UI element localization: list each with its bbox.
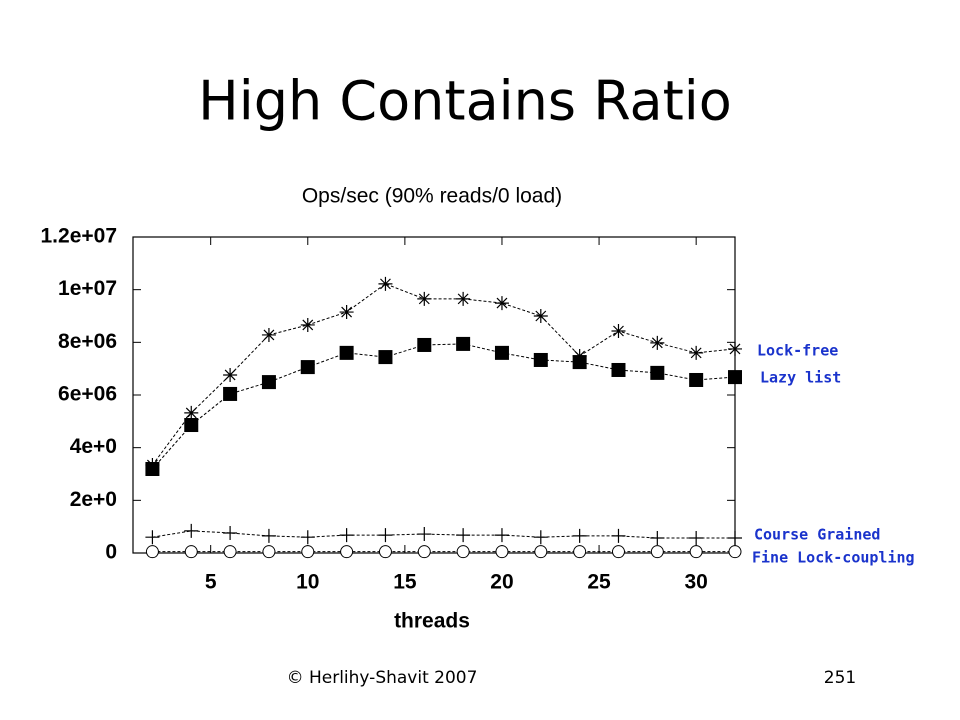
marker	[533, 530, 548, 545]
marker	[728, 370, 742, 385]
x-tick-label: 25	[587, 571, 611, 594]
marker	[650, 365, 665, 380]
marker	[456, 291, 471, 306]
marker	[456, 545, 470, 559]
x-tick-label: 30	[684, 571, 707, 594]
page-number: 251	[824, 668, 856, 688]
marker	[300, 317, 315, 332]
marker	[573, 545, 587, 559]
marker	[572, 528, 587, 543]
marker	[339, 305, 354, 320]
marker	[689, 530, 704, 545]
marker	[184, 405, 199, 420]
x-tick-label: 20	[490, 571, 513, 594]
series-line	[152, 343, 736, 470]
legend-entry: Lazy list	[760, 369, 841, 387]
marker	[689, 372, 704, 387]
marker	[728, 341, 742, 356]
marker	[184, 418, 199, 433]
marker	[494, 528, 509, 543]
y-tick-label: 6e+06	[58, 383, 117, 406]
marker	[494, 345, 509, 360]
legend: Lock-free Lazy list Course Grained Fine Loc…	[752, 342, 915, 567]
marker	[223, 367, 238, 382]
legend-entry: Fine Lock-coupling	[752, 549, 915, 567]
marker	[650, 530, 665, 545]
marker	[611, 324, 626, 339]
marker	[261, 528, 276, 543]
marker	[223, 545, 237, 559]
marker	[650, 545, 664, 559]
marker	[339, 528, 354, 543]
marker	[533, 352, 548, 367]
legend-entry: Lock-free	[757, 342, 838, 360]
marker	[650, 335, 665, 350]
marker	[611, 528, 626, 543]
series-line	[152, 283, 736, 466]
marker	[340, 545, 354, 559]
marker	[378, 528, 393, 543]
series-line	[152, 530, 735, 539]
marker	[339, 345, 354, 360]
marker	[145, 461, 160, 476]
y-tick-label: 1e+07	[58, 277, 117, 300]
footer-copyright: © Herlihy-Shavit 2007	[287, 668, 478, 688]
marker	[417, 291, 432, 306]
marker	[534, 545, 548, 559]
marker	[184, 523, 199, 538]
x-tick-label: 10	[296, 571, 319, 594]
legend-entry: Course Grained	[754, 526, 880, 544]
marker	[689, 345, 704, 360]
marker	[572, 355, 587, 370]
marker	[378, 545, 392, 559]
marker	[417, 337, 432, 352]
marker	[223, 386, 238, 401]
marker	[145, 545, 159, 559]
marker	[456, 528, 471, 543]
marker	[223, 525, 238, 540]
marker	[301, 545, 315, 559]
marker	[378, 276, 393, 291]
y-tick-label: 1.2e+07	[41, 225, 118, 248]
marker	[262, 545, 276, 559]
marker	[300, 530, 315, 545]
marker	[611, 362, 626, 377]
marker	[689, 545, 703, 559]
marker	[417, 527, 432, 542]
marker	[533, 309, 548, 323]
x-axis-label: threads	[394, 610, 470, 633]
marker	[456, 336, 471, 351]
marker	[494, 296, 509, 311]
marker	[184, 545, 198, 559]
marker	[378, 350, 393, 365]
y-tick-label: 2e+0	[70, 488, 117, 511]
marker	[417, 545, 431, 559]
marker	[300, 360, 315, 375]
slide-title: High Contains Ratio	[198, 70, 732, 133]
chart-title: Ops/sec (90% reads/0 load)	[302, 185, 562, 208]
y-tick-label: 0	[105, 541, 117, 564]
marker	[261, 375, 276, 390]
marker	[728, 530, 742, 545]
marker	[611, 545, 625, 559]
marker	[495, 545, 509, 559]
marker	[261, 327, 276, 342]
y-tick-label: 4e+0	[70, 435, 117, 458]
x-tick-label: 5	[205, 571, 217, 594]
marker	[728, 545, 742, 559]
x-tick-label: 15	[393, 571, 417, 594]
marker	[145, 530, 160, 545]
y-tick-label: 8e+06	[58, 330, 117, 353]
